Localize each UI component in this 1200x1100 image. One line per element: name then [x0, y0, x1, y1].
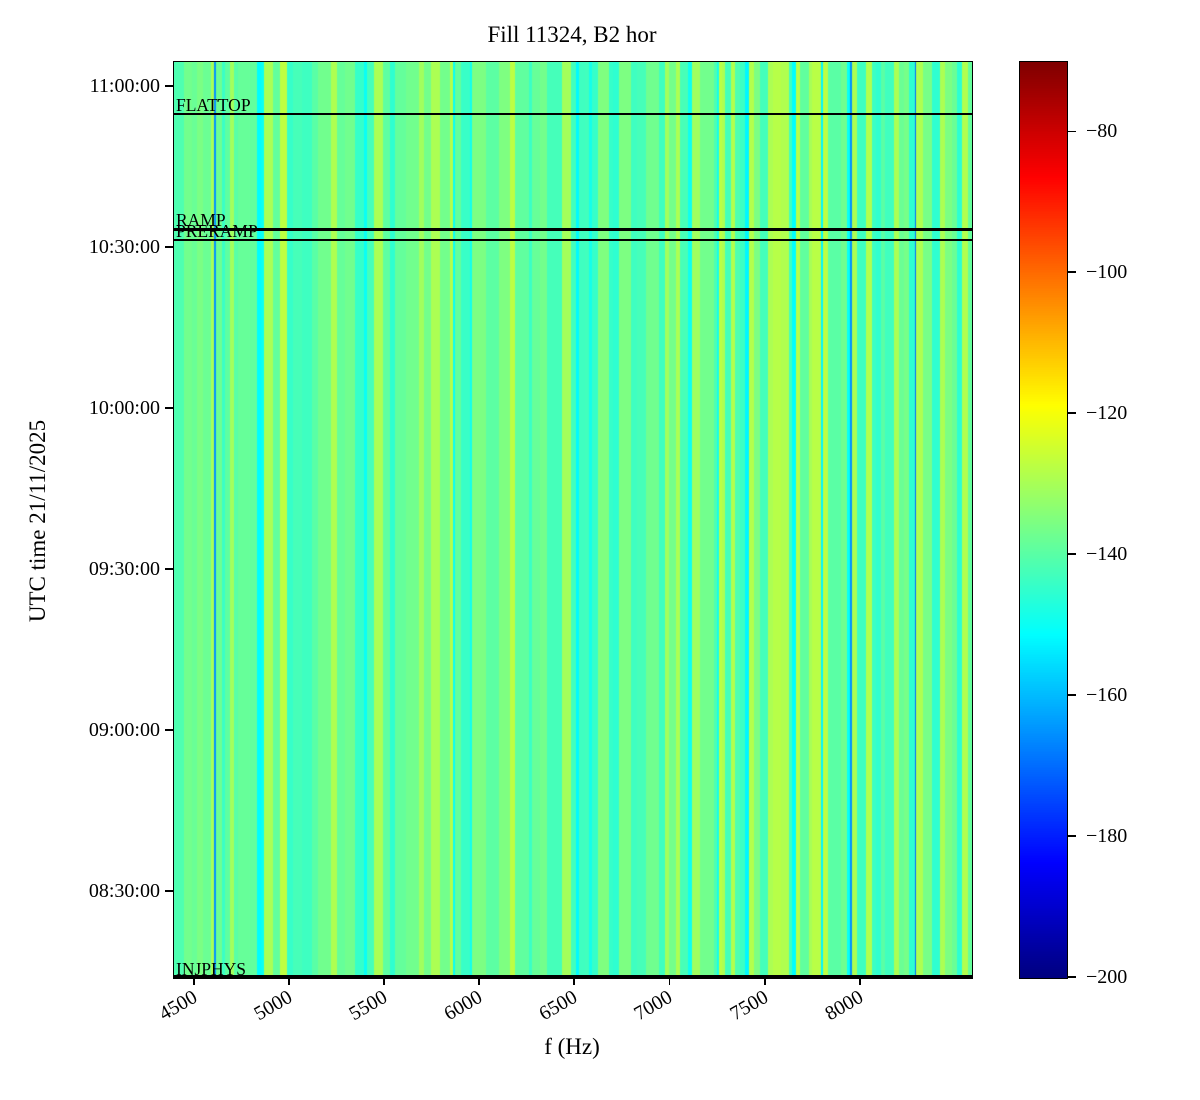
colorbar-tick-mark: [1067, 553, 1076, 556]
chart-title: Fill 11324, B2 hor: [487, 22, 657, 47]
x-tick-mark: [668, 977, 671, 985]
y-tick-label: 09:00:00: [88, 719, 160, 742]
y-tick-label: 08:30:00: [88, 880, 160, 903]
y-axis-label: UTC time 21/11/2025: [25, 419, 50, 623]
colorbar-tick-mark: [1067, 271, 1076, 274]
y-tick-mark: [165, 729, 173, 731]
x-tick-mark: [573, 977, 576, 985]
annotation-line-preramp: [174, 238, 972, 242]
colorbar-tick-label: −140: [1086, 543, 1128, 566]
x-tick-mark: [193, 977, 195, 985]
colorbar-tick-mark: [1067, 130, 1076, 133]
annotation-line-injphys: [174, 975, 972, 978]
colorbar-tick-label: −200: [1086, 966, 1128, 988]
plot-area: FLATTOP RAMP PRERAMP INJPHYS: [173, 61, 973, 979]
colorbar-tick-label: −80: [1086, 120, 1118, 143]
y-tick-mark: [165, 568, 173, 570]
colorbar-tick-mark: [1067, 694, 1076, 697]
annotation-label-preramp: PRERAMP: [176, 221, 258, 241]
annotation-line-ramp: [174, 227, 972, 231]
colorbar-tick-mark: [1067, 412, 1076, 415]
y-tick-mark: [165, 407, 173, 409]
colorbar-gradient: [1020, 62, 1067, 978]
y-tick-label: 09:30:00: [88, 558, 160, 581]
y-tick-label: 10:00:00: [88, 397, 160, 420]
annotation-line-flattop: [174, 112, 972, 116]
colorbar-tick-label: −120: [1086, 402, 1128, 425]
colorbar-tick-label: −160: [1086, 684, 1128, 707]
y-tick-label: 11:00:00: [89, 75, 160, 98]
y-tick-mark: [165, 246, 173, 248]
spectrogram-heatmap: [174, 62, 972, 978]
colorbar-tick-label: −100: [1086, 261, 1128, 284]
y-tick-mark: [165, 85, 173, 87]
x-tick-mark: [383, 977, 386, 985]
y-tick-label: 10:30:00: [88, 236, 160, 259]
annotation-label-ramp: RAMP: [176, 210, 226, 231]
x-tick-mark: [478, 977, 481, 985]
colorbar-tick-label: −180: [1086, 825, 1128, 848]
annotation-label-injphys: INJPHYS: [176, 959, 247, 979]
colorbar: [1019, 61, 1068, 979]
x-tick-mark: [858, 977, 861, 985]
annotation-label-flattop: FLATTOP: [176, 94, 251, 115]
x-tick-mark: [763, 977, 766, 985]
x-axis-label: f (Hz): [544, 1034, 600, 1059]
colorbar-tick-mark: [1067, 976, 1076, 978]
y-tick-mark: [165, 890, 173, 893]
colorbar-tick-mark: [1067, 835, 1076, 837]
x-tick-mark: [288, 977, 290, 985]
